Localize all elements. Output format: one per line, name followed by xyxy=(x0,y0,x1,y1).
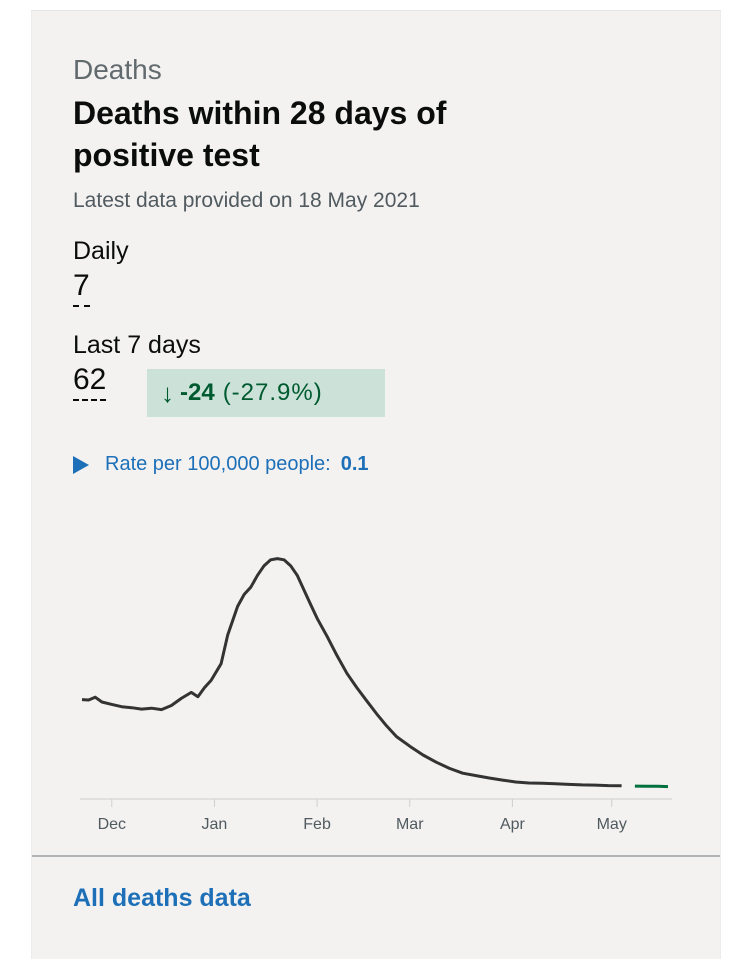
rate-label: Rate per 100,000 people: xyxy=(105,453,331,475)
rate-toggle[interactable]: Rate per 100,000 people: 0.1 xyxy=(73,453,369,476)
x-tick-label-may: May xyxy=(597,816,627,833)
x-tick-label-dec: Dec xyxy=(98,816,126,833)
x-tick-label-feb: Feb xyxy=(303,816,331,833)
daily-label: Daily xyxy=(73,237,129,265)
deaths-line-chart: Dec Jan Feb Mar Apr May xyxy=(80,557,672,833)
card-title: Deaths within 28 days of positive test xyxy=(73,95,447,173)
all-deaths-link[interactable]: All deaths data xyxy=(73,884,251,912)
triangle-right-icon xyxy=(73,455,89,474)
latest-data-date: Latest data provided on 18 May 2021 xyxy=(73,189,420,212)
series-line-recent xyxy=(634,784,669,789)
x-tick-label-mar: Mar xyxy=(396,816,424,833)
arrow-down-icon: ↓ xyxy=(161,377,174,408)
series-line xyxy=(81,557,622,788)
last7-label: Last 7 days xyxy=(73,331,201,359)
change-value: -24 xyxy=(180,379,215,406)
change-badge: ↓ -24 (-27.9%) xyxy=(147,369,385,417)
change-percent: (-27.9%) xyxy=(222,379,323,406)
divider xyxy=(32,855,720,857)
deaths-card: Deaths Deaths within 28 days of positive… xyxy=(31,10,721,959)
last7-value[interactable]: 62 xyxy=(73,363,107,401)
card-caption: Deaths xyxy=(73,54,162,85)
x-tick-label-apr: Apr xyxy=(500,816,526,833)
rate-value: 0.1 xyxy=(340,453,369,475)
x-tick-label-jan: Jan xyxy=(202,816,228,833)
daily-value[interactable]: 7 xyxy=(73,269,90,307)
